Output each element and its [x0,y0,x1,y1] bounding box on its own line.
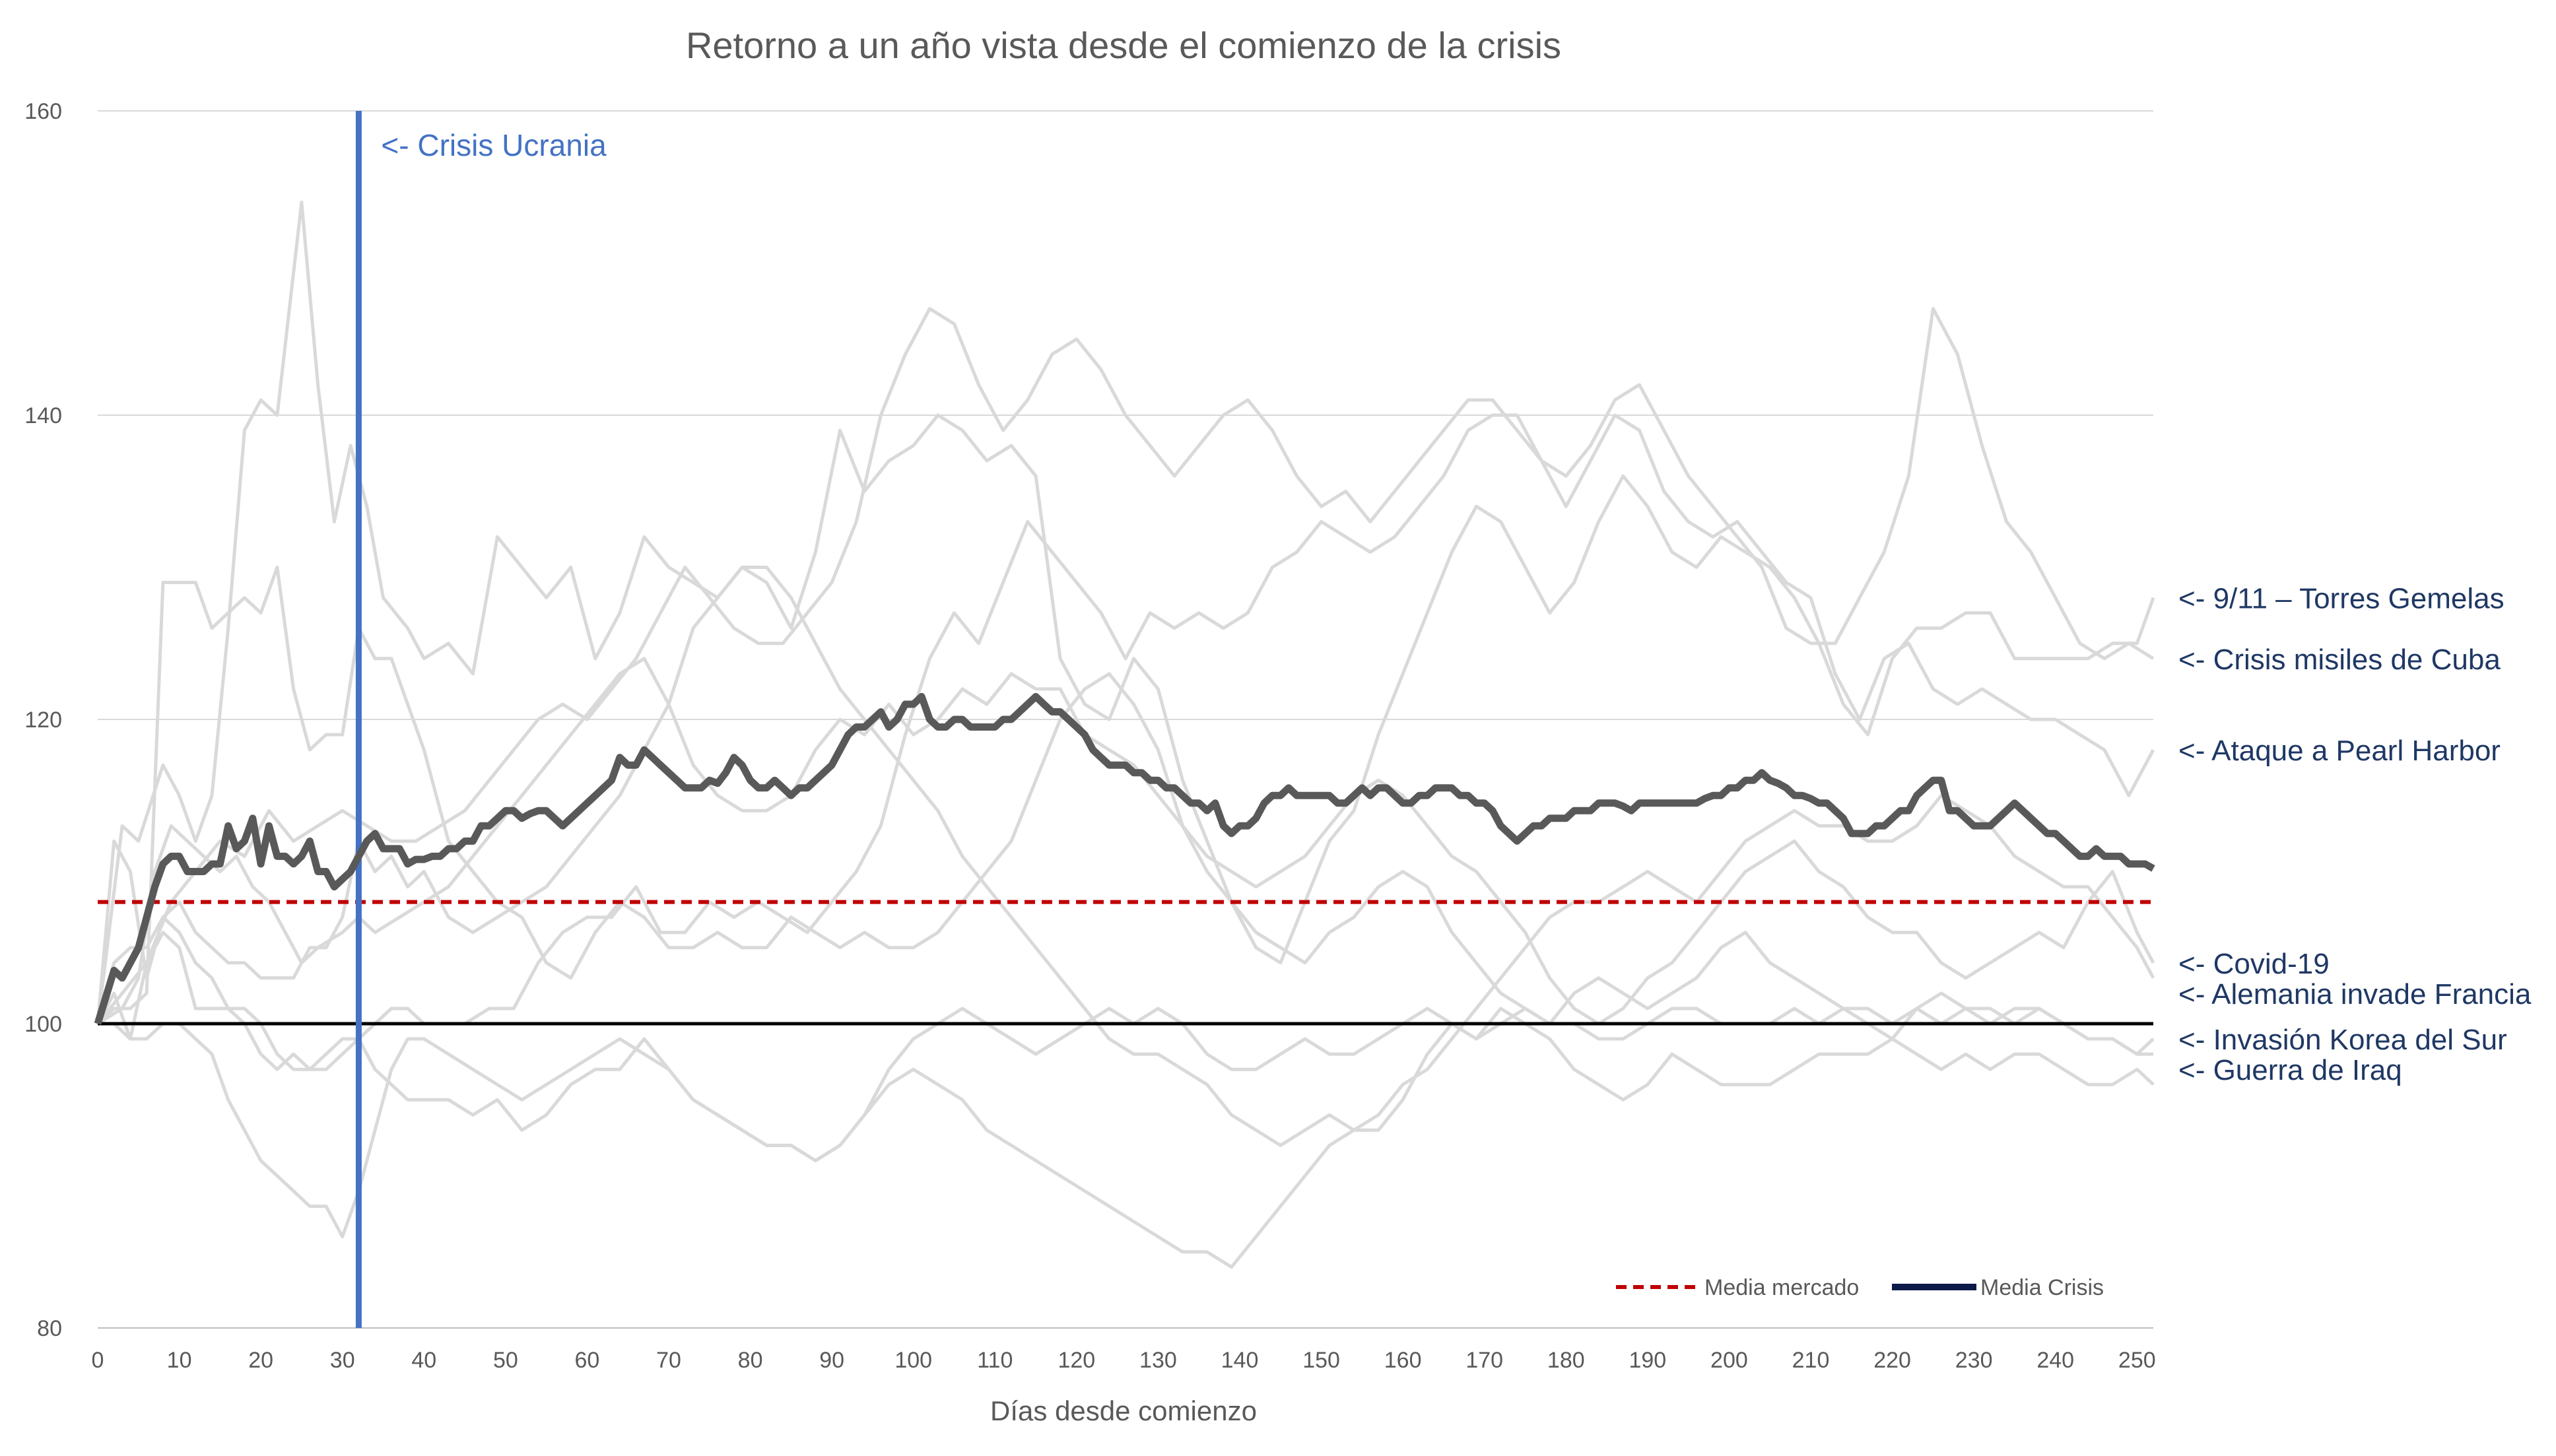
legend-label-media-crisis: Media Crisis [1980,1275,2104,1300]
x-tick-label: 10 [167,1348,192,1373]
x-axis-title: Días desde comienzo [990,1395,1257,1426]
x-tick-label: 110 [977,1348,1013,1373]
series-end-label: <- Covid-19 [2178,948,2330,980]
crisis-series-line [96,413,2155,1071]
legend: Media mercado Media Crisis [1616,1275,2104,1300]
x-tick-label: 80 [738,1348,763,1373]
x-tick-label: 170 [1465,1348,1503,1373]
crisis-series-line [98,1007,2153,1239]
series-end-label: <- Ataque a Pearl Harbor [2178,735,2501,767]
chart-title: Retorno a un año vista desde el comienzo… [686,24,1561,66]
x-tick-label: 230 [1955,1348,1993,1373]
x-tick-label: 90 [819,1348,844,1373]
x-tick-label: 210 [1792,1348,1830,1373]
series-end-label: <- 9/11 – Torres Gemelas [2178,583,2505,615]
x-tick-label: 40 [411,1348,436,1373]
y-tick-label: 120 [24,708,62,733]
crisis-series-line [96,566,2155,1147]
media-crisis-series [94,692,2155,1025]
x-tick-label: 50 [493,1348,518,1373]
x-tick-label: 120 [1058,1348,1095,1373]
series-end-labels: <- 9/11 – Torres Gemelas <- Crisis misile… [2178,583,2532,1087]
series-end-label: <- Guerra de Iraq [2178,1054,2402,1086]
crisis-series-line [96,307,2155,1025]
x-axis: 0 10 20 30 40 50 60 70 80 90 100 110 120 130 140 150 160… [92,1348,2156,1373]
x-tick-label: 20 [248,1348,273,1373]
x-tick-label: 240 [2036,1348,2074,1373]
y-tick-label: 140 [24,403,62,428]
x-tick-label: 180 [1547,1348,1585,1373]
series-end-label: <- Crisis misiles de Cuba [2178,644,2501,676]
legend-label-media-mercado: Media mercado [1704,1275,1859,1300]
series-group [96,200,2155,1269]
x-tick-label: 100 [894,1348,932,1373]
crisis-ucrania-label: <- Crisis Ucrania [381,128,607,162]
y-tick-label: 100 [24,1012,62,1037]
x-tick-label: 30 [330,1348,355,1373]
x-tick-label: 160 [1384,1348,1422,1373]
x-tick-label: 60 [575,1348,600,1373]
y-tick-label: 80 [37,1316,62,1341]
series-end-label: <- Invasión Korea del Sur [2178,1024,2507,1056]
x-tick-label: 190 [1629,1348,1666,1373]
x-tick-label: 200 [1710,1348,1748,1373]
series-end-label: <- Alemania invade Francia [2178,978,2532,1010]
x-tick-label: 150 [1302,1348,1340,1373]
x-tick-label: 220 [1873,1348,1911,1373]
y-tick-label: 160 [24,99,62,124]
crisis-series-line [96,566,2155,1056]
x-tick-label: 0 [92,1348,104,1373]
x-tick-label: 140 [1221,1348,1259,1373]
x-tick-label: 130 [1139,1348,1177,1373]
x-tick-label: 70 [656,1348,681,1373]
crisis-series-line [96,915,2155,1269]
crisis-series-line [96,200,2155,1024]
y-axis: 80 100 120 140 160 [24,99,62,1341]
x-tick-label: 250 [2118,1348,2156,1373]
